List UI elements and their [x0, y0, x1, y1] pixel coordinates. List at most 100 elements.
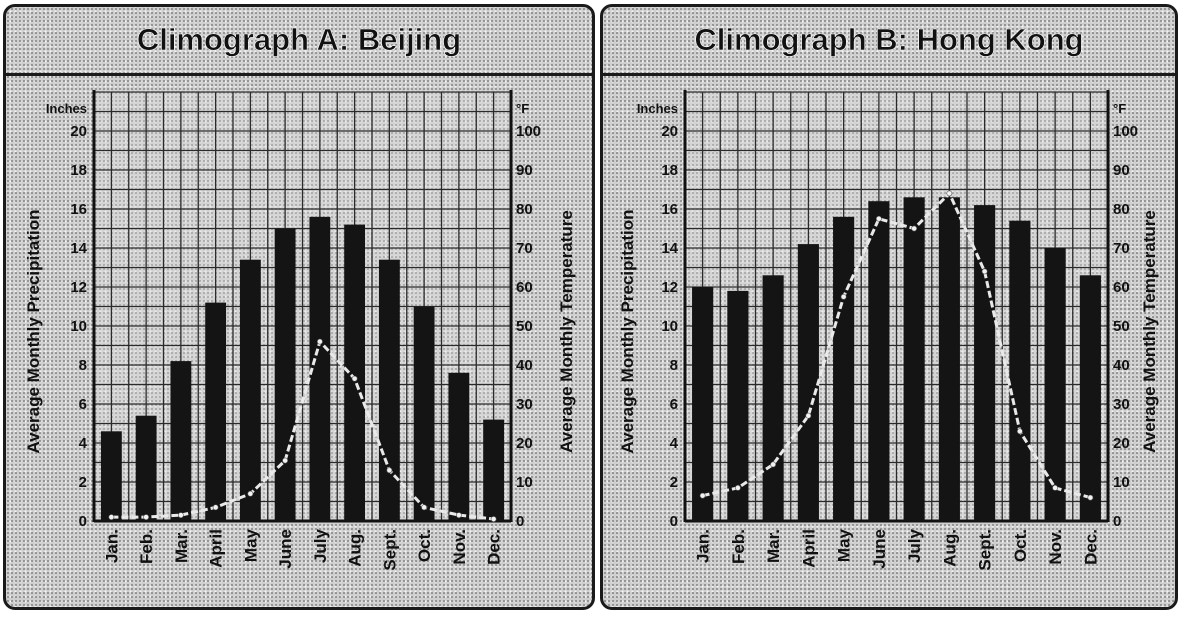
climograph-a-temperature-bar — [309, 216, 331, 522]
climograph-b-temperature-bar — [797, 244, 819, 521]
climograph-a-right-tick-label: 80 — [516, 201, 533, 218]
climograph-b-month-label: May — [835, 528, 854, 562]
climograph-a-left-tick-label: 10 — [70, 318, 87, 335]
climograph-b-left-tick-label: 20 — [661, 123, 678, 140]
climograph-a-right-tick-label: 30 — [516, 396, 533, 413]
climograph-b-temperature-bar — [938, 197, 960, 522]
climograph-a-temperature-bar — [344, 224, 366, 521]
climograph-a-right-tick-label: 70 — [516, 240, 533, 257]
climograph-a-precipitation-point — [351, 375, 358, 382]
climograph-a-left-tick-label: 4 — [79, 435, 88, 452]
climograph-a-left-axis-title: Average Monthly Precipitation — [24, 209, 43, 453]
climograph-a-temperature-bar — [274, 228, 296, 521]
climograph-b-left-tick-label: 6 — [670, 396, 678, 413]
climograph-a-month-label: July — [311, 528, 330, 563]
climograph-a-right-tick-label: 90 — [516, 162, 533, 179]
climograph-a-right-tick-label: 40 — [516, 357, 533, 374]
climograph-a-month-label: Mar. — [172, 529, 191, 563]
climograph-b-right-tick-label: 30 — [1113, 396, 1130, 413]
climograph-b-left-tick-label: 8 — [670, 357, 678, 374]
climograph-b-temperature-bar — [762, 275, 784, 521]
climograph-a-title-band: Climograph A: Beijing — [6, 7, 592, 76]
climograph-b-right-tick-label: 20 — [1113, 435, 1130, 452]
climograph-a-temperature-bar — [483, 419, 505, 521]
climograph-b-precipitation-line — [702, 191, 1091, 500]
climograph-b-right-tick-label: 60 — [1113, 279, 1130, 296]
climograph-a-precipitation-point — [316, 338, 323, 345]
climograph-b-grid — [684, 91, 1109, 522]
climograph-b-temperature-bar — [833, 216, 855, 522]
climograph-b-month-label: Feb. — [729, 529, 748, 564]
climograph-a-temperature-bar — [205, 302, 227, 521]
climograph-b-precipitation-point — [1052, 484, 1059, 491]
climograph-b-temperature-bar — [974, 205, 996, 521]
climograph-a-precipitation-point — [212, 504, 219, 511]
climograph-a-temperature-bar — [239, 259, 261, 521]
climograph-a-precipitation-point — [490, 516, 497, 522]
climograph-b-temperature-bar — [727, 290, 749, 521]
climograph-a-right-axis-title: Average Monthly Temperature — [557, 210, 576, 453]
climograph-b-precipitation-point — [699, 492, 706, 499]
climograph-b-left-axis-title: Average Monthly Precipitation — [618, 209, 637, 453]
climograph-a-temperature-bar — [448, 372, 470, 521]
climograph-a-month-label: Feb. — [137, 529, 156, 564]
climograph-a-month-label: April — [207, 529, 226, 568]
climograph-a-precipitation-point — [421, 504, 428, 511]
climograph-a-left-tick-label: 20 — [70, 123, 87, 140]
climograph-a-precipitation-point — [282, 457, 289, 464]
climograph-a-right-tick-label: 100 — [516, 123, 541, 140]
climograph-a-precipitation-point — [247, 490, 254, 497]
climograph-b-left-tick-label: 18 — [661, 162, 678, 179]
climograph-b-title: Climograph B: Hong Kong — [694, 22, 1084, 58]
climograph-b-month-label: June — [870, 529, 889, 569]
climograph-b-svg: 0 2 4 6 8 10 12 14 16 18 20 0 10 20 30 40 50 60 70 80 90 100 I… — [618, 90, 1159, 571]
climograph-a-left-tick-label: 16 — [70, 201, 87, 218]
climograph-a-temperature-bar — [135, 415, 157, 521]
climograph-a-precipitation-point — [177, 512, 184, 519]
climograph-b-left-tick-label: 12 — [661, 279, 678, 296]
climograph-a-temperature-bar — [170, 361, 192, 521]
climograph-b-right-axis-title: Average Monthly Temperature — [1140, 210, 1159, 453]
climograph-b-precipitation-point — [1087, 494, 1094, 501]
climograph-a-month-label: June — [276, 529, 295, 569]
climograph-b-left-tick-label: 10 — [661, 318, 678, 335]
climograph-a-right-tick-label: 0 — [516, 513, 524, 530]
climograph-a-right-tick-label: 10 — [516, 474, 533, 491]
climograph-a-month-label: Aug. — [346, 529, 365, 567]
climograph-b-right-tick-label: 80 — [1113, 201, 1130, 218]
climograph-b-right-tick-label: 10 — [1113, 474, 1130, 491]
climograph-b-left-tick-label: 4 — [670, 435, 679, 452]
climograph-b-left-tick-label: 2 — [670, 474, 678, 491]
climograph-a-left-tick-label: 2 — [79, 474, 87, 491]
climograph-b-precipitation-point — [734, 484, 741, 491]
climograph-a-panel: Climograph A: Beijing 0 2 4 6 8 10 12 14 16 18 20 0… — [3, 4, 595, 610]
climograph-b-panel: Climograph B: Hong Kong 0 2 4 6 8 10 12 14 16 18 2… — [600, 4, 1178, 610]
climograph-a-svg: 0 2 4 6 8 10 12 14 16 18 20 0 10 20 30 40 50 60 70 80 90 100 I… — [24, 90, 576, 571]
climograph-b-left-tick-label: 16 — [661, 201, 678, 218]
climograph-a-left-tick-label: 8 — [79, 357, 87, 374]
climograph-a-precipitation-line — [111, 340, 494, 521]
climograph-a-left-tick-label: 0 — [79, 513, 87, 530]
climograph-a-precipitation-point — [386, 467, 393, 474]
climograph-b-precipitation-point — [1016, 428, 1023, 435]
climograph-a-month-label: Jan. — [102, 529, 121, 563]
climograph-b-axes — [683, 90, 1110, 523]
climograph-b-left-tick-label: 14 — [661, 240, 678, 257]
climograph-a-month-label: Sept. — [380, 529, 399, 571]
climograph-b-precipitation-point — [805, 412, 812, 419]
climograph-b-month-label: April — [799, 529, 818, 568]
climograph-a-month-label: Dec. — [485, 529, 504, 565]
climograph-b-left-tick-label: 0 — [670, 513, 678, 530]
climograph-a-right-tick-label: 20 — [516, 435, 533, 452]
climograph-a-month-label: Oct. — [415, 529, 434, 562]
climograph-a-left-tick-label: 12 — [70, 279, 87, 296]
climograph-b-right-tick-label: 70 — [1113, 240, 1130, 257]
climograph-a-left-tick-label: 6 — [79, 396, 87, 413]
climograph-b-temperature-bar — [692, 287, 714, 521]
climograph-b-month-label: Nov. — [1046, 529, 1065, 565]
climograph-a-precipitation-point — [455, 512, 462, 519]
climograph-a-temperature-bar — [100, 431, 122, 521]
climograph-a-right-tick-label: 60 — [516, 279, 533, 296]
climograph-b-title-band: Climograph B: Hong Kong — [603, 7, 1175, 76]
climograph-b-temperature-bar — [903, 197, 925, 522]
